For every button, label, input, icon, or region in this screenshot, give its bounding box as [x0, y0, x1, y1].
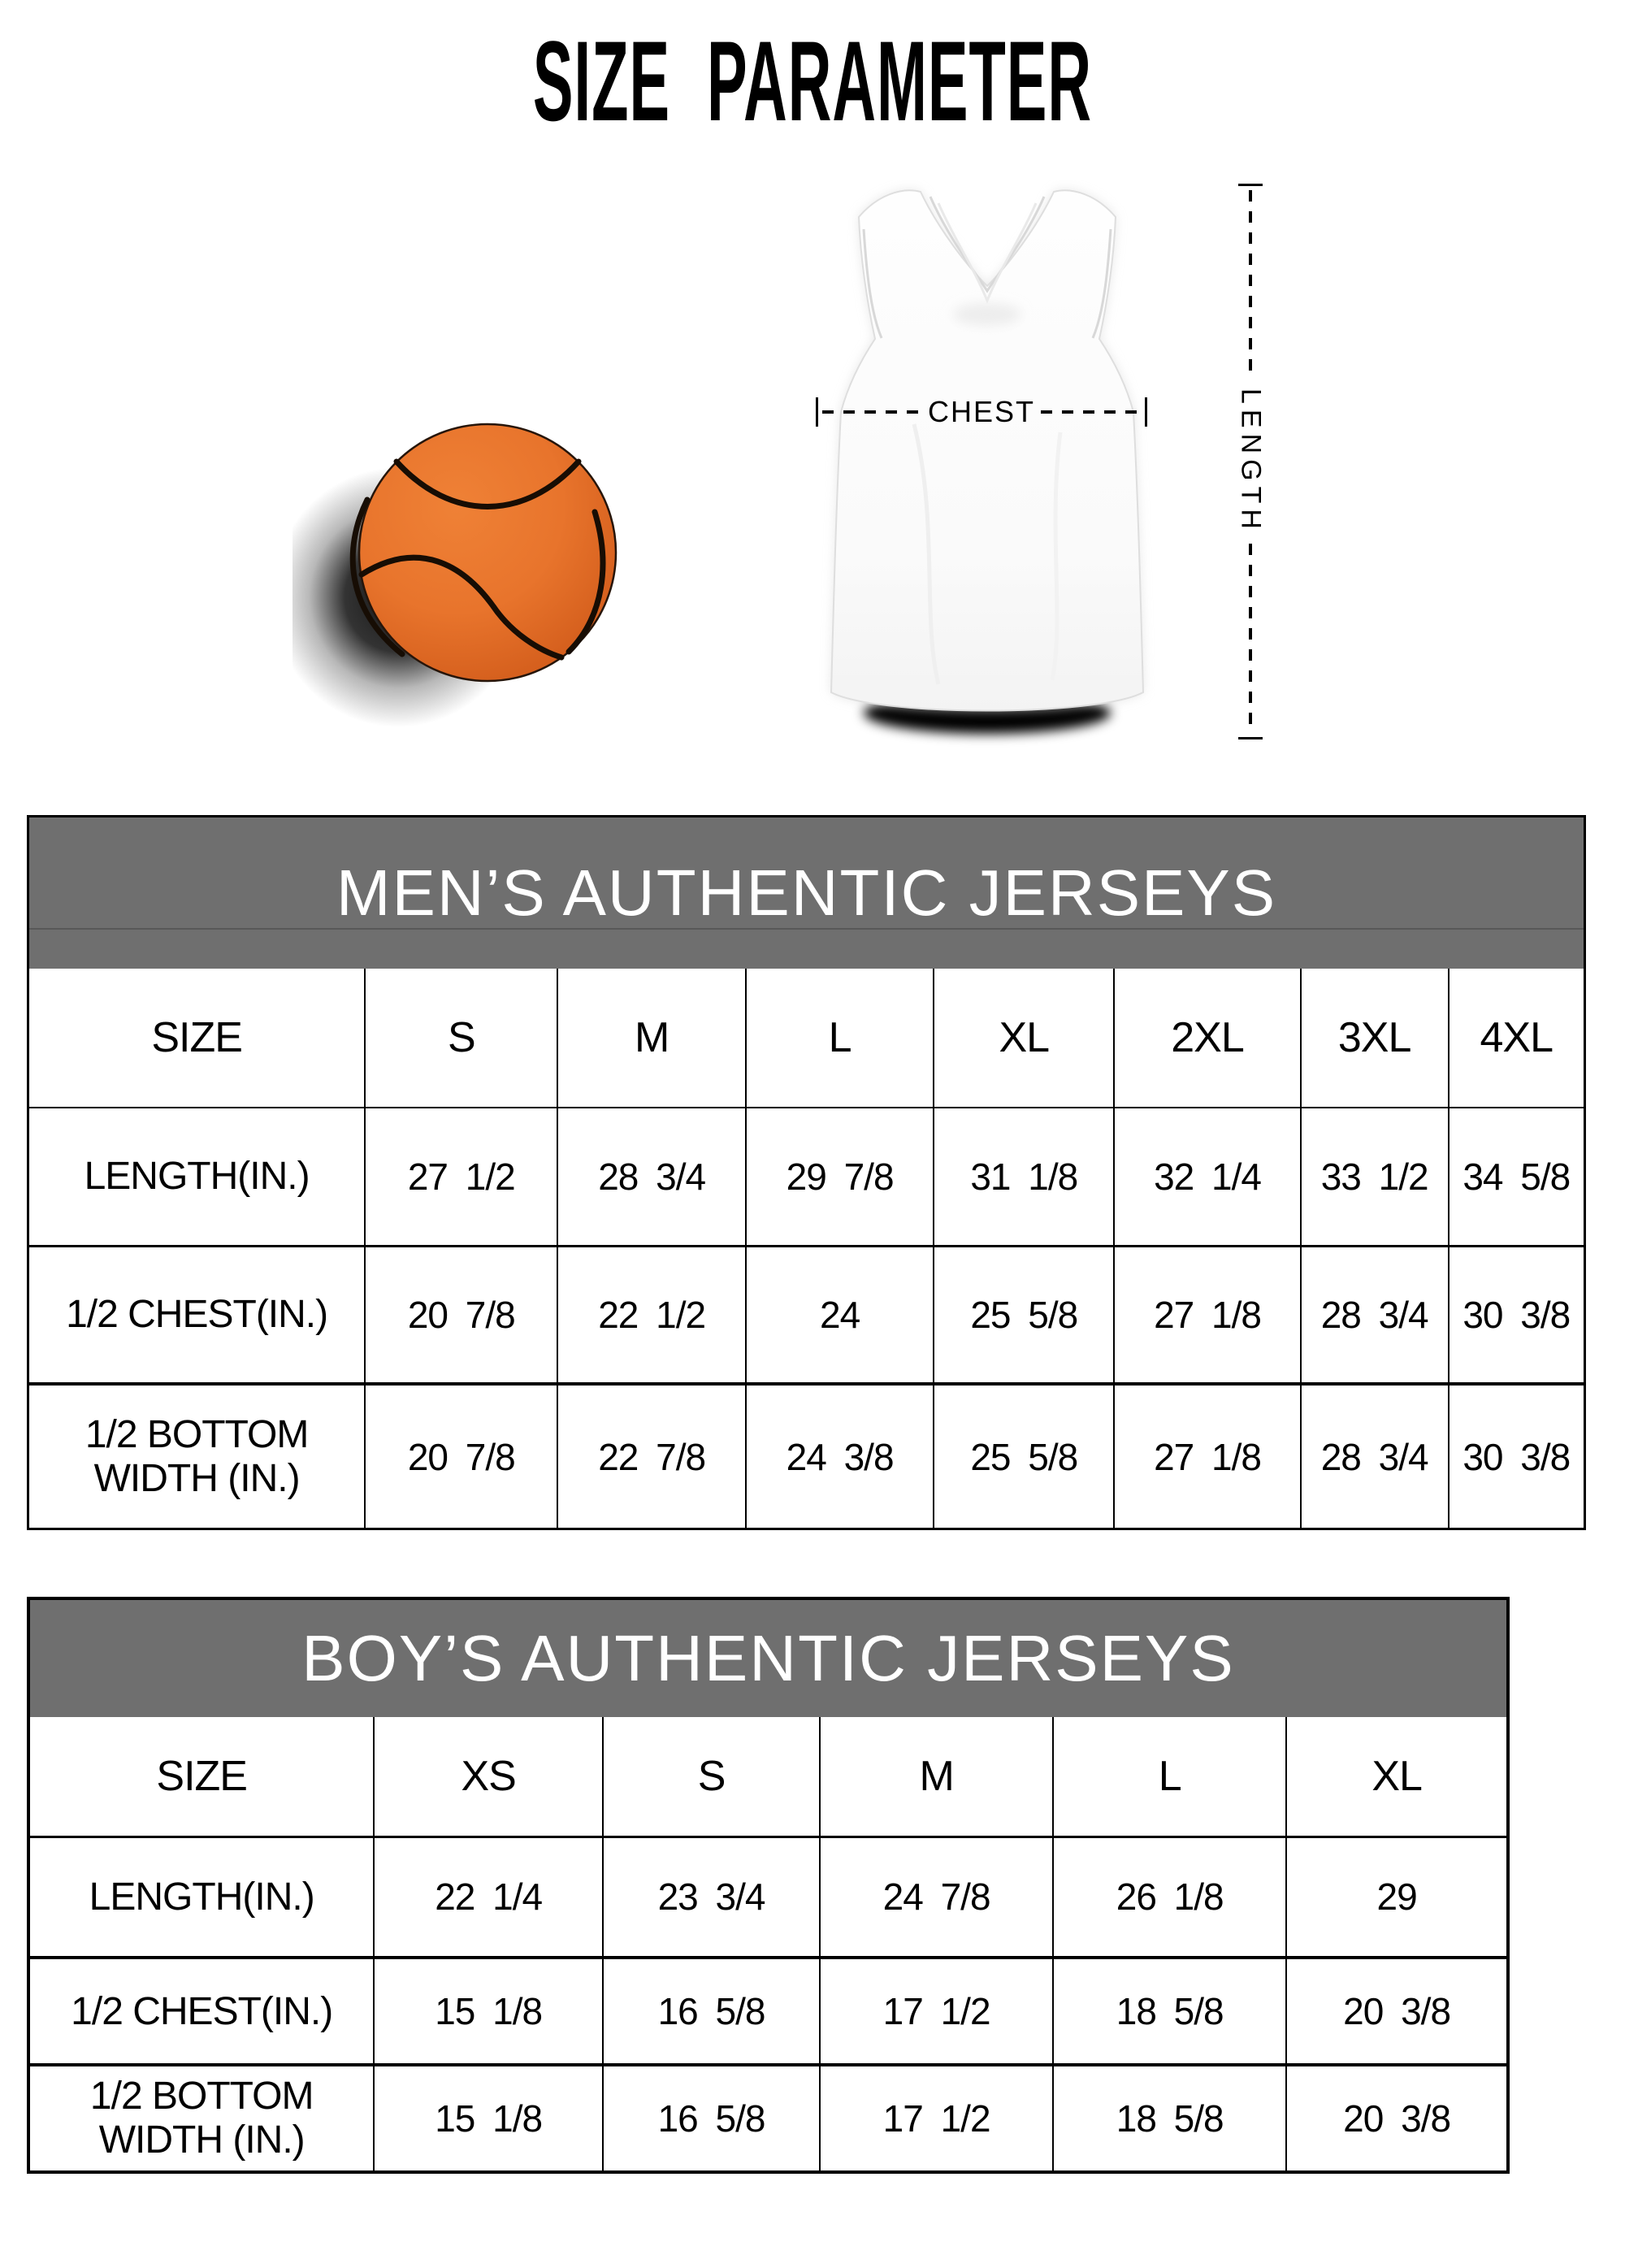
- value-cell: 24 7/8: [819, 1835, 1054, 1958]
- value-cell: 27 1/8: [1113, 1382, 1301, 1528]
- boys-size-table: BOY’S AUTHENTIC JERSEYS SIZE XS S M L XL…: [27, 1597, 1510, 2174]
- measure-dashes: [822, 410, 922, 414]
- value-cell: 24 3/8: [744, 1382, 934, 1528]
- measure-dashes: [1041, 410, 1142, 414]
- value-cell: 29: [1285, 1835, 1506, 1958]
- basketball-image: [292, 423, 618, 727]
- value-cell: 30 3/8: [1447, 1244, 1584, 1384]
- value-cell: 22 1/2: [557, 1244, 746, 1384]
- value-cell: 17 1/2: [819, 1956, 1054, 2065]
- jersey-seams: [862, 196, 1112, 685]
- value-cell: 16 5/8: [601, 2063, 821, 2170]
- column-header: XS: [373, 1717, 603, 1837]
- length-measure-line: LENGTH: [1232, 184, 1269, 740]
- column-header: 2XL: [1113, 969, 1301, 1108]
- value-cell: 17 1/2: [819, 2063, 1054, 2170]
- measure-dashes: [1249, 190, 1252, 380]
- value-cell: 15 1/8: [373, 1956, 603, 2065]
- value-cell: 20 3/8: [1285, 2063, 1506, 2170]
- jersey-body: [830, 189, 1145, 712]
- boys-table-caption: BOY’S AUTHENTIC JERSEYS: [30, 1600, 1506, 1717]
- jersey-image: [830, 189, 1145, 734]
- value-cell: 24: [744, 1244, 934, 1384]
- measure-dashes: [1249, 543, 1252, 734]
- column-header: M: [557, 969, 746, 1108]
- row-label: 1/2 CHEST(IN.): [29, 1244, 366, 1384]
- mens-bottom-width-row: 1/2 BOTTOM WIDTH (IN.) 20 7/8 22 7/8 24 …: [29, 1382, 1584, 1528]
- value-cell: 15 1/8: [373, 2063, 603, 2170]
- column-header: L: [1052, 1717, 1287, 1837]
- value-cell: 18 5/8: [1052, 2063, 1287, 2170]
- value-cell: 34 5/8: [1447, 1107, 1584, 1246]
- value-cell: 29 7/8: [744, 1107, 934, 1246]
- value-cell: 20 7/8: [364, 1244, 558, 1384]
- basketball-seams: [349, 458, 606, 661]
- value-cell: 27 1/2: [364, 1107, 558, 1246]
- length-label: LENGTH: [1235, 388, 1267, 535]
- value-cell: 22 1/4: [373, 1835, 603, 1958]
- measure-cap-top: [1238, 184, 1263, 186]
- chest-label: CHEST: [928, 395, 1036, 428]
- boys-length-row: LENGTH(IN.) 22 1/4 23 3/4 24 7/8 26 1/8 …: [30, 1835, 1506, 1958]
- column-header: SIZE: [156, 1752, 248, 1800]
- column-header: S: [364, 969, 558, 1108]
- row-label: 1/2 CHEST(IN.): [30, 1956, 375, 2065]
- row-label: 1/2 BOTTOM WIDTH (IN.): [30, 2063, 375, 2170]
- measure-cap-left: [816, 397, 818, 427]
- boys-table: SIZE XS S M L XL LENGTH(IN.) 22 1/4 23 3…: [30, 1717, 1506, 2170]
- value-cell: 20 3/8: [1285, 1956, 1506, 2065]
- column-header: L: [744, 969, 934, 1108]
- boys-bottom-width-row: 1/2 BOTTOM WIDTH (IN.) 15 1/8 16 5/8 17 …: [30, 2063, 1506, 2170]
- column-header: XL: [1285, 1717, 1506, 1837]
- measure-cap-bottom: [1238, 737, 1263, 740]
- value-cell: 28 3/4: [1299, 1244, 1449, 1384]
- value-cell: 33 1/2: [1299, 1107, 1449, 1246]
- mens-size-table: MEN’S AUTHENTIC JERSEYS SIZE S M L XL 2X…: [27, 815, 1586, 1530]
- value-cell: 20 7/8: [364, 1382, 558, 1528]
- mens-chest-row: 1/2 CHEST(IN.) 20 7/8 22 1/2 24 25 5/8 2…: [29, 1244, 1584, 1384]
- value-cell: 26 1/8: [1052, 1835, 1287, 1958]
- page-title: SIZE PARAMETER: [532, 17, 1093, 145]
- mens-length-row: LENGTH(IN.) 27 1/2 28 3/4 29 7/8 31 1/8 …: [29, 1107, 1584, 1246]
- column-header: SIZE: [151, 1014, 243, 1061]
- column-header: S: [601, 1717, 821, 1837]
- mens-table-caption: MEN’S AUTHENTIC JERSEYS: [29, 817, 1584, 969]
- column-header: XL: [933, 969, 1115, 1108]
- value-cell: 30 3/8: [1447, 1382, 1584, 1528]
- mens-table: SIZE S M L XL 2XL 3XL 4XL LENGTH(IN.) 27…: [29, 969, 1584, 1528]
- column-header: 3XL: [1299, 969, 1449, 1108]
- value-cell: 27 1/8: [1113, 1244, 1301, 1384]
- value-cell: 28 3/4: [1299, 1382, 1449, 1528]
- value-cell: 25 5/8: [933, 1244, 1115, 1384]
- column-header: 4XL: [1447, 969, 1584, 1108]
- value-cell: 22 7/8: [557, 1382, 746, 1528]
- value-cell: 23 3/4: [601, 1835, 821, 1958]
- value-cell: 18 5/8: [1052, 1956, 1287, 2065]
- chest-measure-line: CHEST: [816, 395, 1148, 428]
- value-cell: 28 3/4: [557, 1107, 746, 1246]
- mens-caption-text: MEN’S AUTHENTIC JERSEYS: [336, 856, 1277, 929]
- mens-header-row: SIZE S M L XL 2XL 3XL 4XL: [29, 969, 1584, 1108]
- boys-header-row: SIZE XS S M L XL: [30, 1717, 1506, 1837]
- row-label: LENGTH(IN.): [29, 1107, 366, 1246]
- row-label: LENGTH(IN.): [30, 1835, 375, 1958]
- boys-chest-row: 1/2 CHEST(IN.) 15 1/8 16 5/8 17 1/2 18 5…: [30, 1956, 1506, 2065]
- value-cell: 25 5/8: [933, 1382, 1115, 1528]
- measure-cap-right: [1145, 397, 1148, 427]
- boys-caption-text: BOY’S AUTHENTIC JERSEYS: [301, 1622, 1235, 1694]
- column-header: M: [819, 1717, 1054, 1837]
- caption-rule: [29, 928, 1584, 930]
- value-cell: 16 5/8: [601, 1956, 821, 2065]
- jersey-neck-shading: [953, 303, 1021, 326]
- value-cell: 31 1/8: [933, 1107, 1115, 1246]
- row-label: 1/2 BOTTOM WIDTH (IN.): [29, 1382, 366, 1528]
- value-cell: 32 1/4: [1113, 1107, 1301, 1246]
